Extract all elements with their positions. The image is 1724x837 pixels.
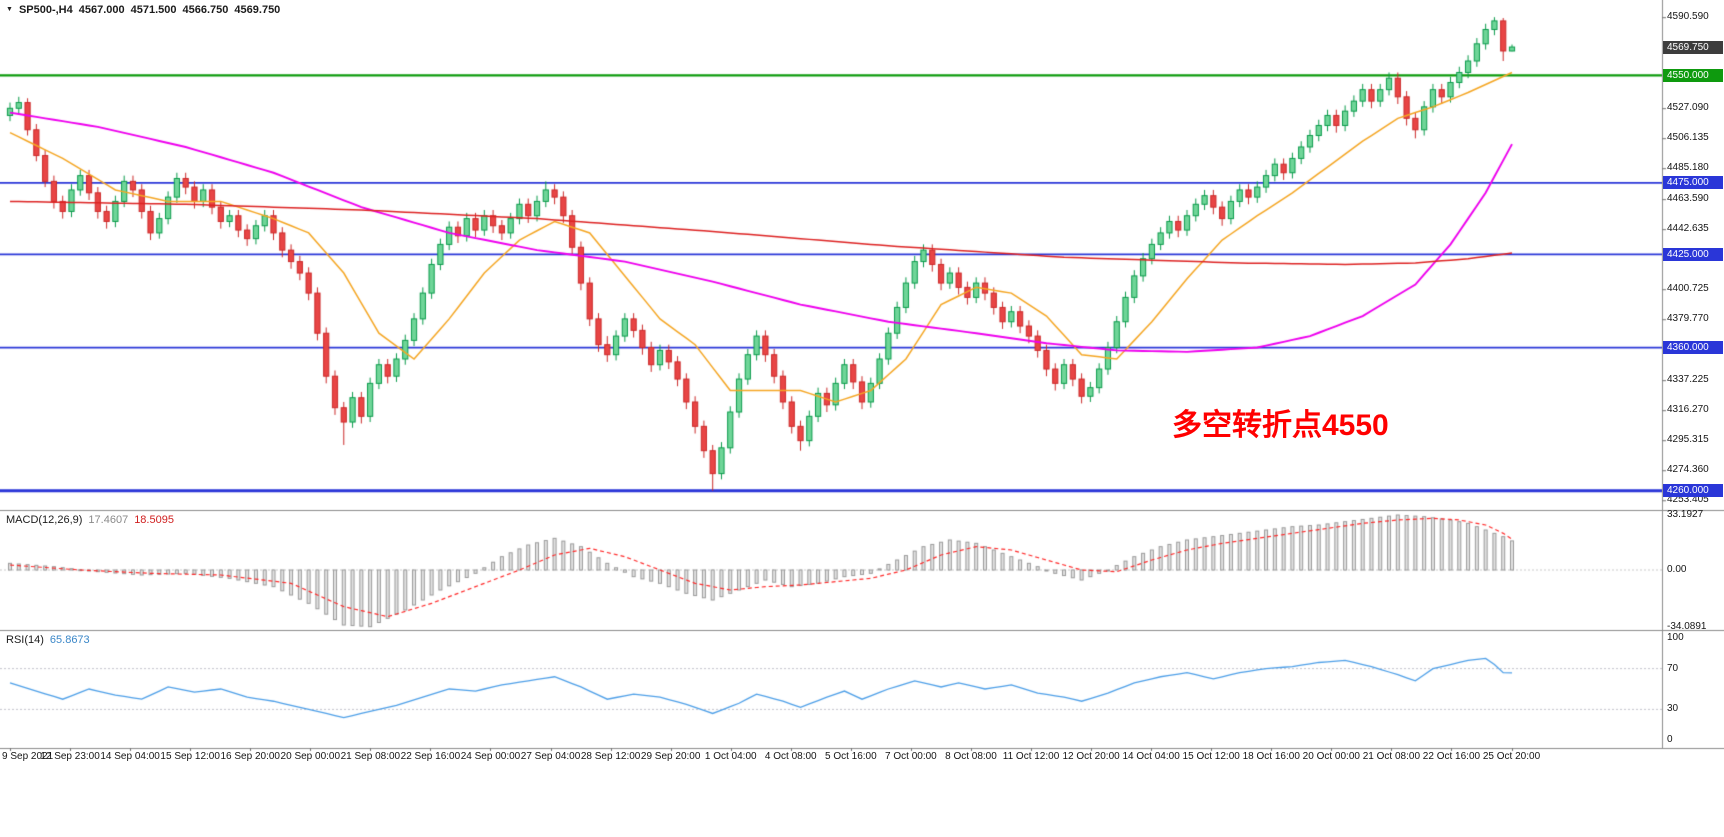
price-tick-label: 4316.270	[1667, 404, 1709, 416]
time-tick-label: 28 Sep 12:00	[580, 751, 641, 762]
price-tick-label: 4590.590	[1667, 11, 1709, 23]
macd-value-1: 17.4607	[88, 514, 129, 526]
time-tick-label: 25 Oct 20:00	[1482, 751, 1541, 762]
time-tick-label: 7 Oct 00:00	[885, 751, 937, 762]
time-tick-label: 21 Oct 08:00	[1362, 751, 1421, 762]
ohlc-close: 4569.750	[234, 4, 281, 16]
time-tick-label: 12 Sep 23:00	[40, 751, 100, 762]
rsi-axis-label: 30	[1667, 703, 1679, 715]
time-tick-label: 15 Oct 12:00	[1182, 751, 1240, 762]
time-tick-label: 29 Sep 20:00	[640, 751, 701, 762]
time-tick-label: 1 Oct 04:00	[704, 751, 757, 762]
price-marker: 4475.000	[1663, 176, 1723, 190]
price-tick-label: 4400.725	[1667, 283, 1709, 295]
time-tick-label: 22 Sep 16:00	[400, 751, 461, 762]
time-tick-label: 20 Oct 00:00	[1302, 751, 1360, 762]
price-tick-label: 4337.225	[1667, 374, 1709, 386]
price-tick-label: 4442.635	[1667, 223, 1709, 235]
macd-axis-label: -34.0891	[1667, 620, 1707, 632]
price-marker: 4425.000	[1663, 247, 1723, 261]
symbol-label: SP500-,H4	[18, 4, 73, 16]
price-marker: 4550.000	[1663, 68, 1723, 82]
time-tick-label: 14 Oct 04:00	[1122, 751, 1180, 762]
time-tick-label: 12 Oct 20:00	[1062, 751, 1120, 762]
rsi-axis-label: 0	[1667, 734, 1673, 745]
price-tick-label: 4295.315	[1667, 434, 1709, 446]
time-tick-label: 21 Sep 08:00	[340, 751, 401, 762]
time-tick-label: 18 Oct 16:00	[1242, 751, 1300, 762]
rsi-panel[interactable]	[0, 630, 1662, 748]
time-tick-label: 22 Oct 16:00	[1422, 751, 1481, 762]
ohlc-high: 4571.500	[130, 4, 177, 16]
time-tick-label: 20 Sep 00:00	[280, 751, 341, 762]
macd-value-2: 18.5095	[134, 514, 174, 526]
annotation-text[interactable]: 多空转折点4550	[1172, 409, 1389, 442]
price-marker: 4569.750	[1663, 40, 1723, 54]
symbol-info-bar: ▼ SP500-,H4 4567.000 4571.500 4566.750 4…	[6, 4, 280, 16]
rsi-name: RSI(14)	[6, 634, 44, 646]
ohlc-low: 4566.750	[182, 4, 229, 16]
price-marker: 4360.000	[1663, 341, 1723, 355]
time-tick-label: 8 Oct 08:00	[945, 751, 997, 762]
price-tick-label: 4506.135	[1667, 132, 1709, 144]
time-tick-label: 11 Oct 12:00	[1002, 751, 1060, 762]
time-tick-label: 16 Sep 20:00	[220, 751, 280, 762]
macd-axis-label: 0.00	[1667, 564, 1687, 575]
price-panel[interactable]	[0, 0, 1662, 510]
rsi-axis-label: 100	[1667, 632, 1684, 643]
price-tick-label: 4274.360	[1667, 464, 1709, 476]
macd-axis-label: 33.1927	[1667, 508, 1704, 520]
time-tick-label: 5 Oct 16:00	[824, 751, 877, 762]
rsi-indicator-label: RSI(14) 65.8673	[6, 634, 90, 646]
macd-panel[interactable]	[0, 510, 1662, 630]
rsi-value: 65.8673	[49, 634, 90, 646]
time-tick-label: 14 Sep 04:00	[100, 751, 160, 762]
price-marker: 4260.000	[1663, 484, 1723, 498]
price-tick-label: 4485.180	[1667, 162, 1709, 174]
price-tick-label: 4253.405	[1667, 494, 1709, 506]
time-tick-label: 9 Sep 2021	[2, 751, 54, 762]
macd-indicator-label: MACD(12,26,9) 17.4607 18.5095	[6, 514, 174, 526]
rsi-axis-label: 70	[1667, 662, 1679, 674]
ohlc-open: 4567.000	[78, 4, 125, 16]
time-tick-label: 24 Sep 00:00	[460, 751, 521, 762]
price-tick-label: 4379.770	[1667, 313, 1709, 325]
time-tick-label: 4 Oct 08:00	[764, 751, 817, 762]
price-tick-label: 4463.590	[1667, 193, 1709, 205]
time-tick-label: 15 Sep 12:00	[160, 751, 220, 762]
macd-name: MACD(12,26,9)	[6, 514, 83, 526]
price-tick-label: 4527.090	[1667, 102, 1709, 114]
collapse-icon[interactable]: ▼	[6, 5, 13, 13]
time-tick-label: 27 Sep 04:00	[520, 751, 581, 762]
